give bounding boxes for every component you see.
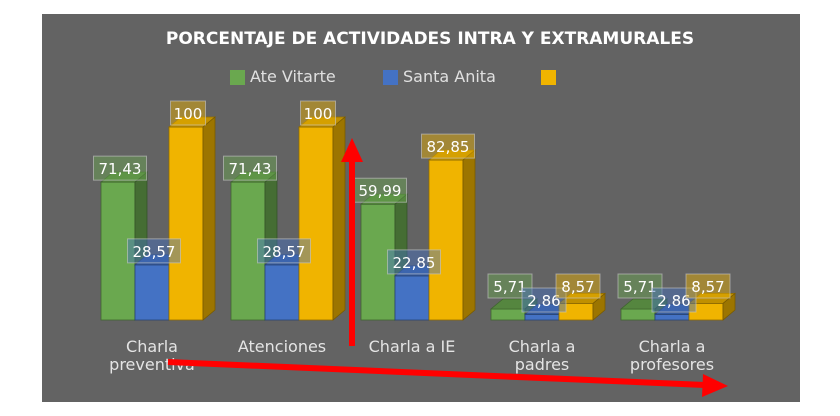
bar — [100, 181, 136, 321]
chart-background — [42, 14, 800, 402]
bar — [490, 308, 526, 321]
category-label-line: padres — [515, 355, 570, 374]
bar — [428, 159, 464, 321]
bar — [524, 314, 560, 321]
data-label-box — [257, 238, 311, 264]
data-label: 59,99 — [359, 182, 402, 200]
data-label: 5,71 — [493, 278, 526, 296]
legend-swatch — [383, 70, 398, 85]
data-label: 8,57 — [561, 278, 594, 296]
category-label: Charla a IE — [369, 337, 456, 356]
arrow-right-line — [167, 359, 706, 388]
bar — [620, 308, 656, 321]
bar-side — [722, 292, 736, 321]
category-label-line: Charla — [126, 337, 178, 356]
data-label: 2,86 — [657, 292, 690, 310]
category-label-line: Charla a — [509, 337, 576, 356]
category-label-line: Charla a — [639, 337, 706, 356]
data-label: 100 — [304, 105, 333, 123]
data-label-box — [487, 273, 533, 299]
legend-label: Santa Anita — [403, 67, 496, 86]
data-label: 28,57 — [263, 243, 306, 261]
chart-title: PORCENTAJE DE ACTIVIDADES INTRA Y EXTRAM… — [166, 29, 694, 49]
data-label-box — [93, 155, 147, 181]
data-label: 28,57 — [133, 243, 176, 261]
data-label: 71,43 — [229, 160, 272, 178]
data-label-box — [651, 287, 697, 313]
arrow-up-head — [341, 138, 363, 162]
bar — [264, 264, 300, 321]
bar — [298, 126, 334, 321]
data-label-box — [421, 133, 475, 159]
data-label-box — [387, 249, 441, 275]
annotation-arrows — [167, 138, 728, 397]
arrow-right-head — [702, 374, 728, 397]
bar-side — [462, 149, 476, 321]
category-label-line: Atenciones — [238, 337, 326, 356]
data-label: 22,85 — [393, 254, 436, 272]
data-label-box — [170, 100, 206, 126]
category-label-line: Charla a IE — [369, 337, 456, 356]
bar — [394, 275, 430, 321]
bar-side — [332, 116, 346, 321]
category-label: Charla a profesores — [630, 337, 714, 374]
data-label-box — [353, 177, 407, 203]
bar — [168, 126, 204, 321]
legend: Ate Vitarte Santa Anita — [230, 67, 556, 86]
bar-side — [202, 116, 216, 321]
bars — [99, 116, 737, 321]
data-label-box — [555, 273, 601, 299]
data-label-box — [127, 238, 181, 264]
bar — [654, 314, 690, 321]
data-label-box — [223, 155, 277, 181]
legend-swatch — [230, 70, 245, 85]
data-label: 8,57 — [691, 278, 724, 296]
category-label: Atenciones — [238, 337, 326, 356]
bar — [134, 264, 170, 321]
bar — [360, 203, 396, 321]
category-label: Charla a padres — [509, 337, 576, 374]
data-label-box — [617, 273, 663, 299]
data-label: 82,85 — [427, 138, 470, 156]
data-labels: 71,43 28,57 100 71,43 28,57 100 59,99 22,85 82,8… — [93, 100, 731, 313]
data-label-box — [300, 100, 336, 126]
legend-swatch — [541, 70, 556, 85]
data-label: 5,71 — [623, 278, 656, 296]
data-label-box — [521, 287, 567, 313]
data-label: 100 — [174, 105, 203, 123]
legend-label: Ate Vitarte — [250, 67, 336, 86]
bar-side — [592, 292, 606, 321]
data-label: 2,86 — [527, 292, 560, 310]
data-label: 71,43 — [99, 160, 142, 178]
data-label-box — [685, 273, 731, 299]
category-label-line: profesores — [630, 355, 714, 374]
bar — [230, 181, 266, 321]
